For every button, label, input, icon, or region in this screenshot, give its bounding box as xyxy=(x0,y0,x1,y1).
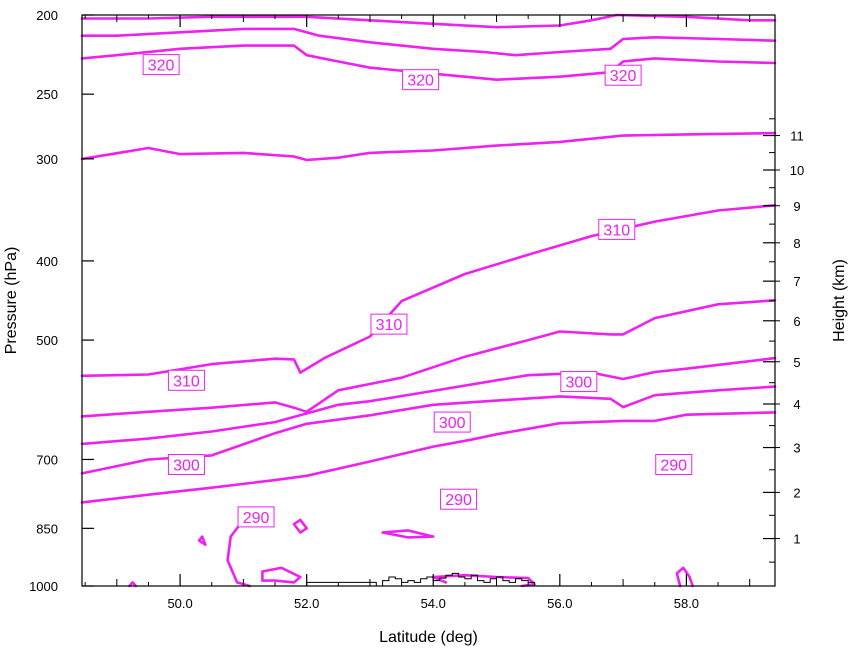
x-tick-label: 50.0 xyxy=(167,596,192,611)
terrain-profile xyxy=(300,572,541,587)
contour-line xyxy=(80,131,777,162)
contour-label-text: 300 xyxy=(565,375,592,392)
y-tick-label-left: 250 xyxy=(36,87,58,102)
contour-label-text: 300 xyxy=(439,415,466,432)
contour-label: 320 xyxy=(402,69,440,91)
contour-line xyxy=(80,411,777,504)
contour-label-box xyxy=(655,453,693,475)
contour-label: 310 xyxy=(598,218,636,240)
x-tick-label: 54.0 xyxy=(421,596,446,611)
contour-line xyxy=(80,299,777,418)
contour-label-text: 290 xyxy=(445,492,472,509)
contour-label-box xyxy=(167,369,205,391)
y-tick-label-left: 1000 xyxy=(29,579,58,594)
y-tick-label-left: 850 xyxy=(36,521,58,536)
contour-label-text: 320 xyxy=(610,68,637,85)
contour-label: 320 xyxy=(142,54,180,76)
y-tick-label-right: 3 xyxy=(793,441,800,456)
contour-label-box xyxy=(142,54,180,76)
contour-line xyxy=(80,27,777,57)
y-tick-label-left: 400 xyxy=(36,254,58,269)
contour-label-box xyxy=(598,218,636,240)
x-tick-label: 56.0 xyxy=(547,596,572,611)
contour-label-text: 310 xyxy=(603,222,630,239)
contour-label: 300 xyxy=(433,411,471,433)
contour-line xyxy=(675,566,694,588)
y-tick-label-left: 300 xyxy=(36,152,58,167)
contour-label: 320 xyxy=(604,64,642,86)
contour-line xyxy=(80,13,777,29)
contour-label-box xyxy=(370,313,408,335)
contour-line xyxy=(80,356,777,446)
contour-label-box xyxy=(237,506,275,528)
contour-label: 310 xyxy=(370,313,408,335)
contour-labels: 320 320 320 310 310 310 300 300 300 290 290 290 xyxy=(142,54,693,528)
y-axis-left: 200 250 300 400 500 700 850 1000 xyxy=(29,8,94,594)
contour-label: 290 xyxy=(237,506,275,528)
contour-line xyxy=(381,529,435,539)
contour-line xyxy=(261,566,302,584)
y-tick-label-right: 2 xyxy=(793,485,800,500)
y-axis-title-left: Pressure (hPa) xyxy=(3,247,20,355)
y-tick-label-left: 700 xyxy=(36,452,58,467)
contour-label-text: 290 xyxy=(243,510,270,527)
y-tick-label-right: 10 xyxy=(790,163,804,178)
contour-label-text: 310 xyxy=(376,317,403,334)
contour-lines xyxy=(80,13,777,588)
y-axis-right: 1 2 3 4 5 6 7 8 9 10 11 xyxy=(763,118,804,563)
plot-frame xyxy=(81,14,776,587)
terrain-line xyxy=(300,572,541,587)
contour-line xyxy=(80,44,777,81)
contour-label: 300 xyxy=(560,371,598,393)
contour-label: 290 xyxy=(440,488,478,510)
y-tick-label-left: 500 xyxy=(36,333,58,348)
y-tick-label-right: 11 xyxy=(790,129,804,144)
x-axis: 50.0 52.0 54.0 56.0 58.0 xyxy=(84,15,751,611)
contour-label-box xyxy=(402,69,440,91)
x-tick-label: 58.0 xyxy=(674,596,699,611)
contour-label-box xyxy=(560,371,598,393)
contour-label-text: 310 xyxy=(173,373,200,390)
contour-label: 310 xyxy=(167,369,205,391)
y-tick-label-right: 4 xyxy=(793,397,800,412)
contour-label-box xyxy=(433,411,471,433)
y-tick-label-right: 9 xyxy=(793,199,800,214)
contour-label-text: 320 xyxy=(148,58,175,75)
y-tick-label-left: 200 xyxy=(36,8,58,23)
contour-label: 300 xyxy=(167,453,205,475)
contour-line xyxy=(292,518,308,534)
y-tick-label-right: 8 xyxy=(793,236,800,251)
contour-label-box xyxy=(167,453,205,475)
contour-label-box xyxy=(604,64,642,86)
contour-label: 290 xyxy=(655,453,693,475)
y-tick-label-right: 5 xyxy=(793,355,800,370)
contour-label-text: 320 xyxy=(407,73,434,90)
y-tick-label-right: 1 xyxy=(793,532,800,547)
contour-label-box xyxy=(440,488,478,510)
contour-line xyxy=(197,535,207,546)
contour-label-text: 300 xyxy=(173,457,200,474)
contour-label-text: 290 xyxy=(660,457,687,474)
contour-line xyxy=(80,385,777,475)
contour-line xyxy=(80,204,777,378)
y-tick-label-right: 7 xyxy=(793,274,800,289)
contour-line xyxy=(128,581,138,588)
x-axis-title: Latitude (deg) xyxy=(379,629,478,646)
x-tick-label: 52.0 xyxy=(294,596,319,611)
y-tick-label-right: 6 xyxy=(793,314,800,329)
y-axis-title-right: Height (km) xyxy=(831,259,848,342)
